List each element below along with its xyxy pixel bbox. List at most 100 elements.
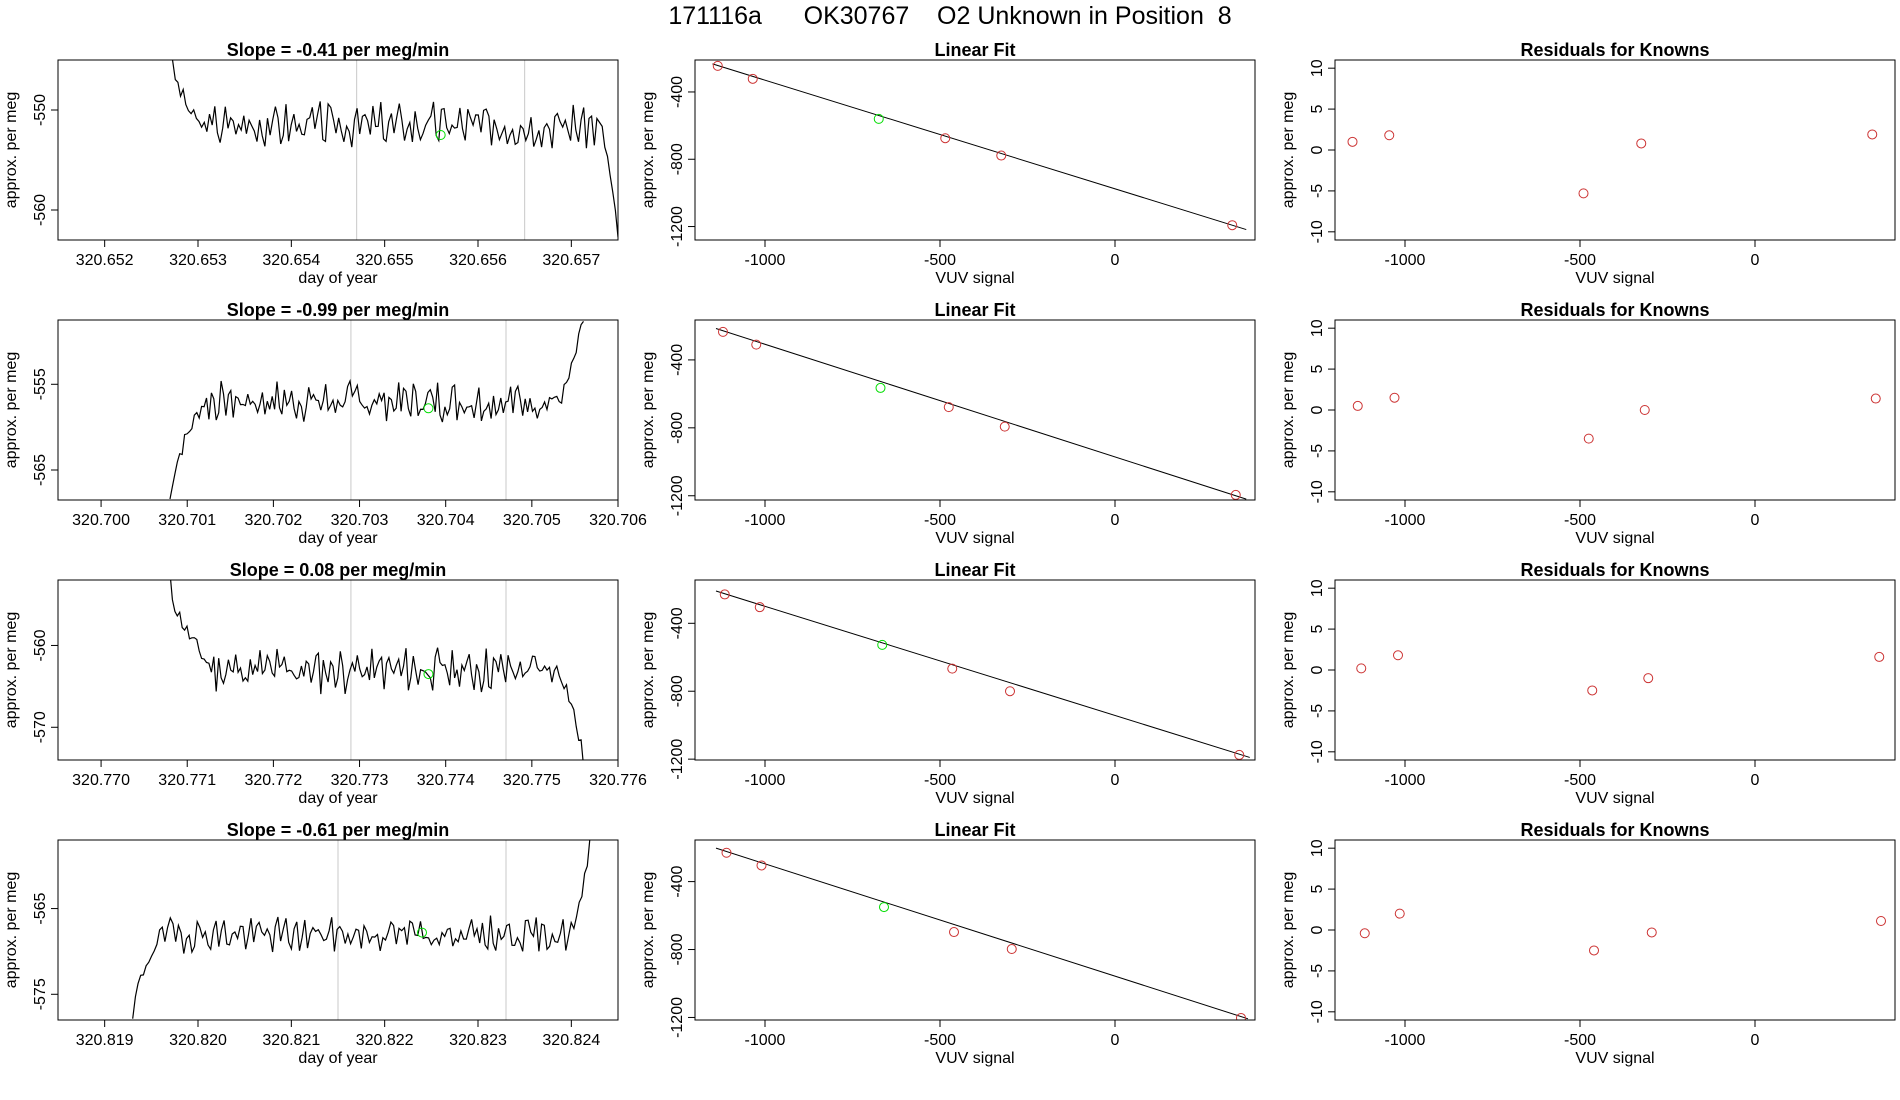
y-tick-label: 10 (1309, 59, 1326, 77)
x-tick-label: -1000 (745, 512, 786, 529)
x-tick-label: 320.706 (589, 512, 647, 529)
y-tick-label: 0 (1309, 405, 1326, 414)
x-tick-label: 320.776 (589, 772, 647, 789)
unknown-point (879, 902, 889, 913)
known-point (940, 133, 951, 144)
plot-data (169, 321, 584, 500)
plot-frame (694, 59, 1256, 241)
plot-frame (694, 839, 1256, 1021)
x-tick-label: 320.823 (449, 1032, 507, 1049)
x-tick-label: -1000 (745, 252, 786, 269)
y-tick-label: 0 (1309, 145, 1326, 154)
residual-point (1870, 393, 1881, 404)
plot-data (132, 840, 591, 1019)
y-axis-label: approx. per meg (3, 352, 20, 469)
linear-fit-panel-row-4: Linear Fit -1000 -500 0 -400 -800 -1200 VUV sig… (640, 820, 1256, 1067)
signal-trace-line (170, 580, 584, 760)
x-tick-label: -500 (924, 512, 956, 529)
known-point (996, 150, 1007, 161)
unknown-point (875, 382, 886, 393)
known-point (756, 860, 767, 871)
chart-title: Slope = -0.41 per meg/min (227, 40, 450, 60)
x-tick-label: 320.652 (76, 252, 134, 269)
x-tick-label: 320.822 (356, 1032, 414, 1049)
x-tick-label: -1000 (1385, 512, 1426, 529)
y-tick-label: -10 (1309, 480, 1326, 503)
x-axis-label: VUV signal (1575, 790, 1654, 807)
y-tick-label: 0 (1309, 665, 1326, 674)
y-tick-label: -1200 (669, 475, 686, 516)
plot-frame (694, 579, 1256, 761)
plot-frame (57, 59, 619, 241)
known-point (947, 663, 958, 674)
plot-data (1352, 392, 1881, 444)
residuals-panel-row-3: Residuals for Knowns -1000 -500 0 10 5 0 -5 -10 V… (1280, 560, 1896, 807)
x-tick-label: 320.774 (417, 772, 475, 789)
x-tick-label: 0 (1111, 252, 1120, 269)
chart-title: Linear Fit (934, 820, 1015, 840)
x-axis-label: VUV signal (1575, 270, 1654, 287)
x-tick-label: -1000 (745, 772, 786, 789)
plot-data (712, 60, 1247, 231)
plot-frame (694, 319, 1256, 501)
residuals-panel-row-1: Residuals for Knowns -1000 -500 0 10 5 0 -5 -10 V… (1280, 40, 1896, 287)
residual-point (1867, 129, 1878, 140)
plot-data (715, 326, 1247, 500)
x-axis-label: day of year (298, 530, 378, 547)
y-tick-label: -10 (1309, 740, 1326, 763)
signal-trace-line (169, 321, 584, 500)
known-point (1005, 686, 1015, 697)
known-point (943, 402, 954, 413)
x-tick-label: 0 (1111, 512, 1120, 529)
x-tick-label: 0 (1751, 252, 1760, 269)
plot-frame (1334, 579, 1896, 761)
unknown-point (435, 130, 446, 140)
y-tick-label: 0 (1309, 925, 1326, 934)
x-tick-label: 320.773 (331, 772, 389, 789)
known-point (1234, 749, 1245, 760)
slope-panel-row-4: Slope = -0.61 per meg/min 320.819 320.820 3… (3, 820, 619, 1067)
fit-line (715, 847, 1249, 1020)
residuals-panel-row-4: Residuals for Knowns -1000 -500 0 10 5 0 -5 -10 V… (1280, 820, 1896, 1067)
y-tick-label: -5 (1309, 964, 1326, 978)
chart-title: Linear Fit (934, 300, 1015, 320)
chart-title: Slope = 0.08 per meg/min (230, 560, 447, 580)
plot-data (1356, 650, 1885, 696)
x-tick-label: 320.701 (158, 512, 216, 529)
known-point (1006, 944, 1017, 955)
known-point (721, 847, 732, 858)
chart-title: Slope = -0.99 per meg/min (227, 300, 450, 320)
chart-title: Residuals for Knowns (1520, 560, 1709, 580)
plot-data (171, 60, 618, 238)
residuals-panel-row-2: Residuals for Knowns -1000 -500 0 10 5 0 -5 -10 V… (1280, 300, 1896, 547)
x-tick-label: 0 (1111, 772, 1120, 789)
linear-fit-panel-row-3: Linear Fit -1000 -500 0 -400 -800 -1200 VUV sig… (640, 560, 1256, 807)
y-tick-label: -800 (669, 675, 686, 707)
x-tick-label: 320.775 (503, 772, 561, 789)
x-tick-label: -1000 (1385, 772, 1426, 789)
residual-point (1394, 908, 1405, 919)
residual-point (1347, 136, 1358, 147)
x-tick-label: -1000 (1385, 1032, 1426, 1049)
plot-data (170, 580, 584, 760)
y-tick-label: 5 (1309, 625, 1326, 634)
y-axis-label: approx. per meg (3, 872, 20, 989)
y-tick-label: 5 (1309, 105, 1326, 114)
x-tick-label: 0 (1751, 512, 1760, 529)
known-point (712, 60, 723, 71)
residual-point (1393, 650, 1403, 661)
slope-panel-row-2: Slope = -0.99 per meg/min 320.700 320.701 3… (3, 300, 647, 547)
y-tick-label: -560 (32, 629, 49, 661)
x-tick-label: 320.653 (169, 252, 227, 269)
known-point (1230, 489, 1241, 500)
known-point (754, 602, 765, 613)
plot-frame (57, 839, 619, 1021)
known-point (718, 326, 728, 337)
y-tick-label: 10 (1309, 319, 1326, 337)
residual-point (1874, 651, 1885, 662)
y-tick-label: 5 (1309, 885, 1326, 894)
y-tick-label: -800 (669, 412, 686, 444)
fit-line (715, 328, 1247, 500)
fit-line (715, 590, 1250, 758)
